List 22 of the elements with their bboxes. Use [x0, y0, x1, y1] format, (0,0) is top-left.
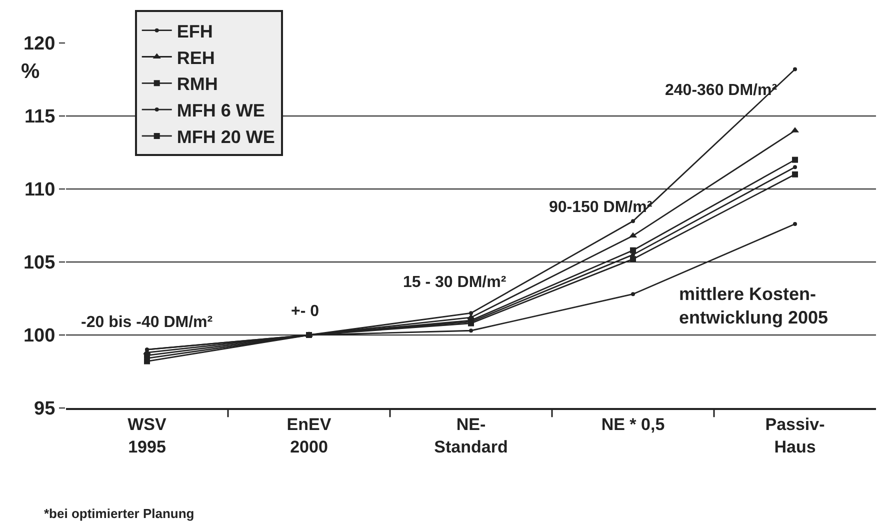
x-tick-label: NE * 0,5	[601, 415, 665, 434]
annotation: +- 0	[291, 303, 320, 320]
legend-label: MFH 6 WE	[176, 100, 265, 121]
x-tick-label: EnEV 2000	[286, 415, 332, 456]
x-tick-label: Passiv- Haus	[765, 415, 825, 456]
text: *bei optimierter Planung	[44, 506, 194, 521]
y-tick-label: 105	[23, 252, 56, 274]
y-tick-label: 110	[24, 180, 56, 201]
y-tick-label: 120	[23, 34, 56, 55]
annotation: mittlere Kosten- entwicklung 2005	[679, 284, 828, 328]
legend-label: MFH 20 WE	[176, 126, 275, 147]
y-axis-title: %	[21, 60, 40, 83]
y-tick-label: 100	[23, 326, 56, 347]
annotation: -20 bis -40 DM/m²	[81, 314, 213, 331]
y-tick-label: 115	[24, 106, 56, 128]
legend-label: RMH	[176, 74, 218, 94]
y-tick-label: 95	[34, 398, 56, 420]
x-tick-label: WSV 1995	[128, 415, 168, 456]
legend-label: EFH	[176, 21, 213, 42]
annotation: 15 - 30 DM/m²	[403, 274, 506, 291]
x-tick-label: NE- Standard	[434, 415, 508, 456]
legend-label: REH	[176, 48, 215, 68]
